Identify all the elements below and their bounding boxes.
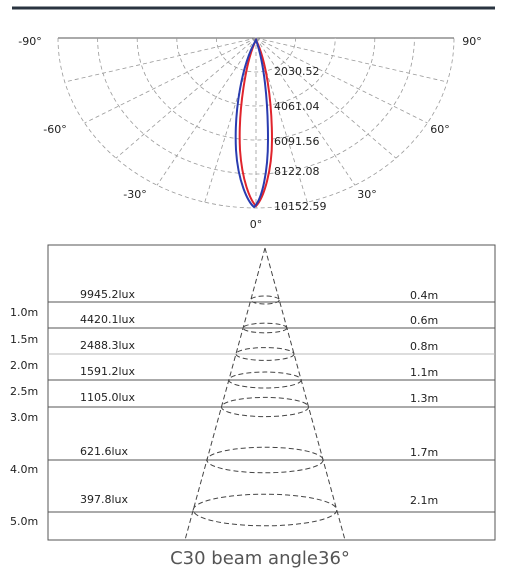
caption: C30 beam angle36°	[170, 548, 350, 569]
beam-ellipse	[250, 295, 280, 305]
beam-ellipse	[192, 493, 338, 527]
beam-ellipse	[220, 396, 310, 418]
beam-ellipse	[206, 446, 324, 474]
polar-spoke	[156, 37, 257, 186]
diameter-label: 0.6m	[410, 314, 438, 327]
table-frame	[47, 244, 496, 541]
diameter-label: 2.1m	[410, 494, 438, 507]
illuminance-label: 9945.2lux	[80, 288, 136, 301]
polar-spoke	[255, 37, 356, 186]
illuminance-label: 4420.1lux	[80, 313, 136, 326]
radial-label: 6091.56	[274, 135, 320, 148]
polar-plot: -90° 90° -60° 60° -30° 30° 0° 2030.52 4061.04 609…	[18, 35, 481, 231]
radial-label: 10152.59	[274, 200, 327, 213]
polar-spoke	[255, 37, 397, 159]
polar-spoke	[115, 37, 257, 159]
cone-edge	[264, 247, 346, 541]
angle-label: 60°	[430, 123, 450, 136]
radial-label: 8122.08	[274, 165, 320, 178]
diameter-label: 0.4m	[410, 289, 438, 302]
diameter-label: 1.3m	[410, 392, 438, 405]
diameter-label: 1.1m	[410, 366, 438, 379]
illuminance-label: 2488.3lux	[80, 339, 136, 352]
distance-label: 1.0m	[10, 306, 38, 319]
angle-label: -60°	[43, 123, 66, 136]
angle-label: 90°	[462, 35, 482, 48]
polar-spoke	[64, 37, 257, 83]
distance-label: 2.5m	[10, 385, 38, 398]
angle-label: 30°	[357, 188, 377, 201]
polar-ring	[216, 37, 296, 73]
illuminance-label: 1105.0lux	[80, 391, 136, 404]
diameter-label: 1.7m	[410, 446, 438, 459]
cone-edge	[184, 247, 266, 541]
cone-diagram: 1.0m 9945.2lux 0.4m 1.5m 4420.1lux 0.6m 2.0m 24…	[10, 244, 496, 541]
distance-label: 2.0m	[10, 359, 38, 372]
polar-spoke	[255, 37, 448, 83]
angle-label: -90°	[18, 35, 41, 48]
radial-label: 2030.52	[274, 65, 320, 78]
angle-label: 0°	[250, 218, 263, 231]
illuminance-label: 621.6lux	[80, 445, 129, 458]
diameter-label: 0.8m	[410, 340, 438, 353]
curve-blue	[234, 37, 270, 209]
polar-spoke	[84, 37, 257, 124]
distance-label: 4.0m	[10, 463, 38, 476]
polar-spoke	[255, 37, 428, 124]
angle-label: -30°	[123, 188, 146, 201]
distance-label: 5.0m	[10, 515, 38, 528]
distance-label: 3.0m	[10, 411, 38, 424]
beam-ellipse	[228, 371, 302, 389]
polar-ring	[176, 37, 336, 107]
illuminance-label: 397.8lux	[80, 493, 129, 506]
beam-ellipse	[235, 347, 295, 361]
illuminance-label: 1591.2lux	[80, 365, 136, 378]
beam-ellipse	[242, 322, 288, 334]
distance-label: 1.5m	[10, 333, 38, 346]
radial-label: 4061.04	[274, 100, 320, 113]
